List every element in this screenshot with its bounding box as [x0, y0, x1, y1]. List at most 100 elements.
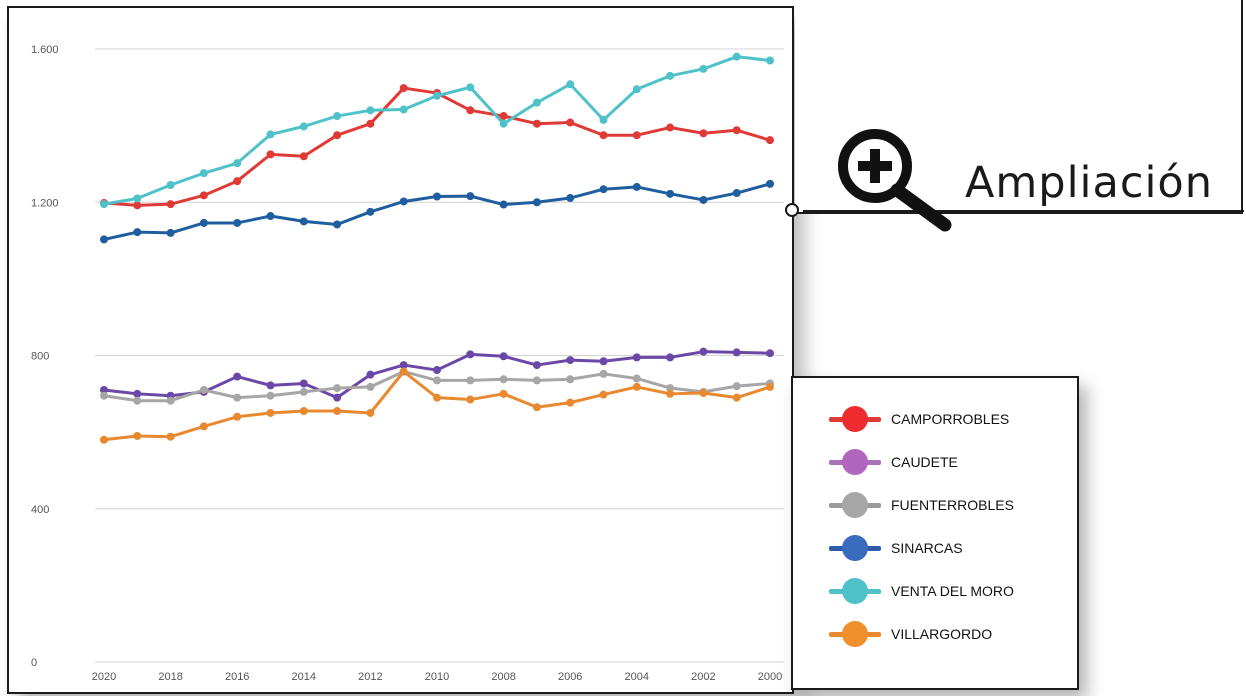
data-point-caudete	[333, 394, 341, 402]
data-point-camporrobles	[200, 191, 208, 199]
legend-label: CAUDETE	[891, 454, 958, 470]
data-point-caudete	[566, 356, 574, 364]
data-point-villargordo	[566, 399, 574, 407]
data-point-fuenterrobles	[200, 386, 208, 394]
data-point-camporrobles	[466, 106, 474, 114]
legend-item-fuenterrobles: FUENTERROBLES	[829, 490, 1069, 520]
legend-swatch-dot	[842, 492, 868, 518]
legend-swatch-dot	[842, 406, 868, 432]
data-point-villargordo	[200, 422, 208, 430]
data-point-villargordo	[300, 407, 308, 415]
data-point-caudete	[666, 353, 674, 361]
data-point-caudete	[433, 366, 441, 374]
data-point-venta-del-moro	[333, 112, 341, 120]
y-tick-label: 400	[31, 504, 49, 516]
data-point-camporrobles	[333, 131, 341, 139]
data-point-venta-del-moro	[500, 120, 508, 128]
data-point-fuenterrobles	[167, 397, 175, 405]
data-point-venta-del-moro	[433, 92, 441, 100]
data-point-fuenterrobles	[566, 375, 574, 383]
data-point-sinarcas	[267, 212, 275, 220]
data-point-sinarcas	[733, 189, 741, 197]
series-line-camporrobles	[104, 88, 770, 205]
legend-label: CAMPORROBLES	[891, 411, 1009, 427]
data-point-caudete	[366, 371, 374, 379]
x-tick-label: 2016	[225, 671, 249, 683]
x-tick-label: 2000	[758, 671, 782, 683]
zoom-in-magnifier-icon[interactable]	[833, 124, 953, 234]
data-point-villargordo	[233, 413, 241, 421]
data-point-villargordo	[433, 394, 441, 402]
data-point-sinarcas	[633, 183, 641, 191]
x-tick-label: 2018	[158, 671, 182, 683]
data-point-sinarcas	[766, 180, 774, 188]
data-point-venta-del-moro	[233, 159, 241, 167]
chart-panel: 0 400 800 1.200 1.600 2020 2018 2016 2014 2012 201…	[7, 6, 794, 694]
data-point-camporrobles	[167, 200, 175, 208]
data-point-sinarcas	[300, 217, 308, 225]
zoom-label[interactable]: Ampliación	[965, 158, 1213, 208]
x-tick-label: 2002	[691, 671, 715, 683]
data-point-camporrobles	[267, 150, 275, 158]
data-point-venta-del-moro	[566, 80, 574, 88]
data-point-caudete	[133, 390, 141, 398]
data-point-venta-del-moro	[666, 72, 674, 80]
legend-item-caudete: CAUDETE	[829, 447, 1069, 477]
data-point-caudete	[766, 349, 774, 357]
data-point-caudete	[733, 348, 741, 356]
zoom-anchor-dot	[785, 203, 799, 217]
data-point-villargordo	[133, 432, 141, 440]
data-point-venta-del-moro	[200, 169, 208, 177]
data-point-villargordo	[366, 409, 374, 417]
data-point-camporrobles	[400, 84, 408, 92]
data-point-venta-del-moro	[167, 181, 175, 189]
data-point-venta-del-moro	[533, 99, 541, 107]
data-point-fuenterrobles	[233, 394, 241, 402]
data-point-sinarcas	[200, 219, 208, 227]
data-point-caudete	[533, 361, 541, 369]
data-point-caudete	[267, 381, 275, 389]
legend-swatch-dot	[842, 535, 868, 561]
x-tick-label: 2006	[558, 671, 582, 683]
y-tick-label: 1.600	[31, 44, 59, 56]
data-point-venta-del-moro	[300, 122, 308, 130]
data-point-camporrobles	[300, 152, 308, 160]
x-tick-label: 2020	[92, 671, 116, 683]
data-point-camporrobles	[733, 126, 741, 134]
data-point-sinarcas	[600, 185, 608, 193]
legend-swatch-dot	[842, 578, 868, 604]
data-point-venta-del-moro	[466, 83, 474, 91]
data-point-camporrobles	[233, 177, 241, 185]
data-point-villargordo	[333, 407, 341, 415]
data-point-venta-del-moro	[366, 106, 374, 114]
data-point-fuenterrobles	[267, 392, 275, 400]
data-point-fuenterrobles	[733, 382, 741, 390]
data-point-venta-del-moro	[733, 53, 741, 61]
data-point-camporrobles	[633, 131, 641, 139]
legend-item-villargordo: VILLARGORDO	[829, 619, 1069, 649]
data-point-fuenterrobles	[366, 383, 374, 391]
data-point-sinarcas	[433, 193, 441, 201]
line-chart: 0 400 800 1.200 1.600 2020 2018 2016 2014 2012 201…	[9, 8, 792, 692]
data-point-villargordo	[699, 389, 707, 397]
data-point-fuenterrobles	[600, 370, 608, 378]
data-point-camporrobles	[133, 201, 141, 209]
data-point-sinarcas	[233, 219, 241, 227]
data-point-sinarcas	[500, 201, 508, 209]
data-point-venta-del-moro	[133, 194, 141, 202]
legend-label: FUENTERROBLES	[891, 497, 1014, 513]
data-point-fuenterrobles	[300, 388, 308, 396]
data-point-sinarcas	[100, 235, 108, 243]
legend-item-camporrobles: CAMPORROBLES	[829, 404, 1069, 434]
legend-item-sinarcas: SINARCAS	[829, 533, 1069, 563]
data-point-sinarcas	[566, 194, 574, 202]
x-tick-label: 2004	[625, 671, 649, 683]
x-tick-label: 2008	[491, 671, 515, 683]
legend-swatch-dot	[842, 449, 868, 475]
data-point-camporrobles	[533, 120, 541, 128]
y-tick-label: 0	[31, 657, 37, 669]
legend-label: SINARCAS	[891, 540, 963, 556]
x-tick-label: 2012	[358, 671, 382, 683]
data-point-caudete	[233, 373, 241, 381]
legend-item-venta-del-moro: VENTA DEL MORO	[829, 576, 1069, 606]
